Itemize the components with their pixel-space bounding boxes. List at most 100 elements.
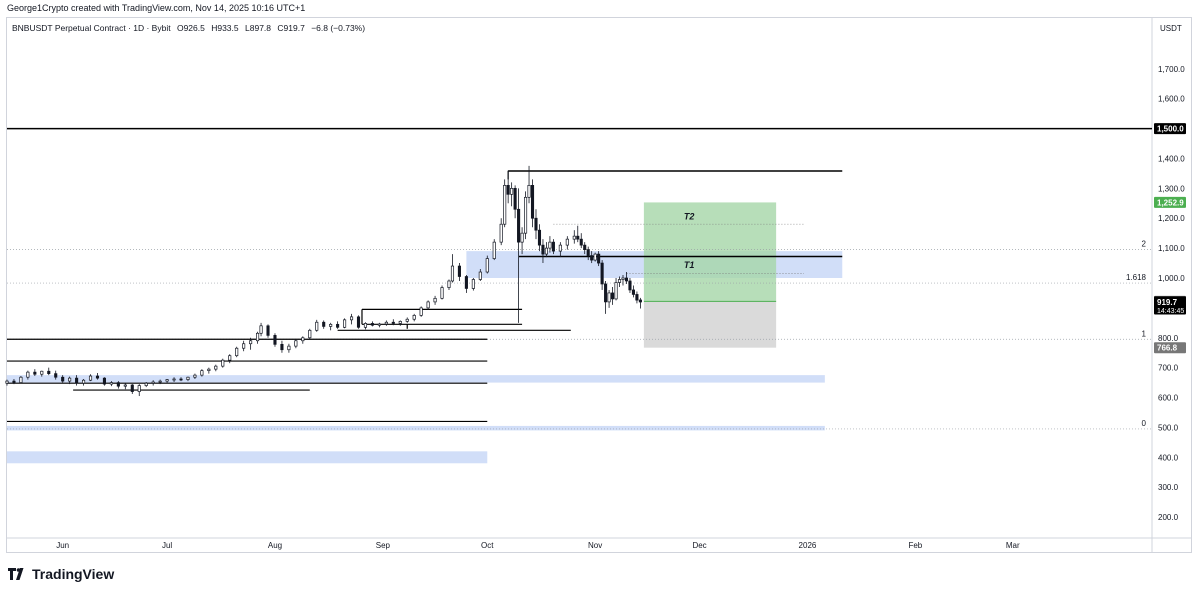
y-tick-label: 1,600.0 xyxy=(1158,95,1185,104)
candle-body xyxy=(88,375,93,381)
candle-body xyxy=(471,279,475,289)
candle-body xyxy=(447,280,451,288)
candle-body xyxy=(520,232,524,243)
y-tick-label: 800.0 xyxy=(1158,334,1179,343)
candle-body xyxy=(308,329,312,339)
candle-body xyxy=(398,320,402,324)
candle-body xyxy=(68,377,72,382)
candle-body xyxy=(485,258,489,273)
y-tick-label: 300.0 xyxy=(1158,483,1179,492)
x-tick-label: Oct xyxy=(481,541,494,550)
candle-body xyxy=(47,370,51,374)
candle-body xyxy=(537,229,542,246)
countdown-label: 14:43:45 xyxy=(1157,308,1184,315)
candle-body xyxy=(517,208,521,243)
candle-body xyxy=(607,292,611,303)
y-tick-label: 1,100.0 xyxy=(1158,244,1185,253)
candle-body xyxy=(624,277,629,282)
target-label: T2 xyxy=(684,212,695,222)
candle-body xyxy=(541,244,545,255)
price-badge-label: 766.8 xyxy=(1157,344,1178,353)
high-value: H933.5 xyxy=(211,23,239,33)
candle-body xyxy=(530,185,535,219)
x-tick-label: Feb xyxy=(908,541,922,550)
symbol-legend: BNBUSDT Perpetual Contract · 1D · Bybit … xyxy=(12,23,369,33)
candle-body xyxy=(301,337,305,342)
candle-body xyxy=(315,321,319,331)
y-tick-label: 500.0 xyxy=(1158,423,1179,432)
candle-body xyxy=(565,238,569,246)
candle-body xyxy=(256,332,260,342)
candle-body xyxy=(109,382,113,385)
symbol-name[interactable]: BNBUSDT Perpetual Contract · 1D · Bybit xyxy=(12,23,171,33)
candle-body xyxy=(635,294,639,301)
y-tick-label: 600.0 xyxy=(1158,394,1179,403)
candle-body xyxy=(26,371,30,378)
candle-body xyxy=(19,376,23,383)
candle-body xyxy=(102,377,106,385)
candle-body xyxy=(186,376,190,380)
candle-body xyxy=(266,325,270,336)
candle-body xyxy=(228,355,232,361)
candle-body xyxy=(464,276,468,289)
candle-body xyxy=(548,241,552,249)
candle-body xyxy=(426,301,430,309)
price-badge xyxy=(1154,196,1186,208)
y-tick-label: 1,300.0 xyxy=(1158,184,1185,193)
candle-body xyxy=(144,382,148,386)
x-tick-label: Mar xyxy=(1006,541,1020,550)
candle-body xyxy=(391,321,395,324)
tradingview-logo[interactable]: TradingView xyxy=(8,566,114,582)
candle-body xyxy=(116,382,120,387)
candle-body xyxy=(492,241,496,259)
candle-body xyxy=(273,335,277,345)
candle-body xyxy=(614,282,618,300)
candle-body xyxy=(593,253,597,261)
candle-body xyxy=(137,385,141,392)
candle-body xyxy=(200,370,204,376)
x-tick-label: 2026 xyxy=(799,541,817,550)
y-tick-label: 1,700.0 xyxy=(1158,65,1185,74)
candle-body xyxy=(611,292,615,300)
candle-body xyxy=(617,279,622,283)
fib-level-label: 0 xyxy=(1142,419,1147,428)
candle-body xyxy=(61,376,65,382)
x-tick-label: Jun xyxy=(56,541,69,550)
candle-body xyxy=(370,323,374,326)
price-badge xyxy=(1154,296,1186,315)
candle-body xyxy=(558,244,562,252)
x-tick-label: Jul xyxy=(162,541,172,550)
price-badge-label: 919.7 xyxy=(1157,298,1178,307)
fib-level-label: 2 xyxy=(1142,240,1147,249)
candle-body xyxy=(405,318,409,322)
fib-level-label: 1.618 xyxy=(1126,273,1147,282)
candle-body xyxy=(280,343,284,351)
candle-body xyxy=(12,380,16,383)
candle-body xyxy=(349,316,354,321)
candle-body xyxy=(33,371,37,375)
chart-pane[interactable] xyxy=(6,17,1192,553)
candle-body xyxy=(158,380,162,383)
candle-body xyxy=(499,223,503,243)
candle-body xyxy=(172,378,176,381)
candle-body xyxy=(242,343,246,349)
x-tick-label: Sep xyxy=(376,541,391,550)
candle-body xyxy=(576,235,580,240)
candle-body xyxy=(433,297,437,303)
y-tick-label: 1,000.0 xyxy=(1158,274,1185,283)
stop-zone xyxy=(643,301,777,348)
candle-body xyxy=(95,375,100,379)
demand-zone xyxy=(7,375,825,383)
candle-body xyxy=(221,359,225,367)
candle-body xyxy=(384,321,388,325)
candle-body xyxy=(287,345,291,351)
candle-body xyxy=(235,347,239,357)
candle-body xyxy=(75,377,79,384)
change-value: −6.8 (−0.73%) xyxy=(311,23,366,33)
x-tick-label: Dec xyxy=(692,541,706,550)
open-value: O926.5 xyxy=(176,23,205,33)
low-value: L897.8 xyxy=(245,23,272,33)
x-tick-label: Aug xyxy=(268,541,282,550)
y-tick-label: 400.0 xyxy=(1158,453,1179,462)
